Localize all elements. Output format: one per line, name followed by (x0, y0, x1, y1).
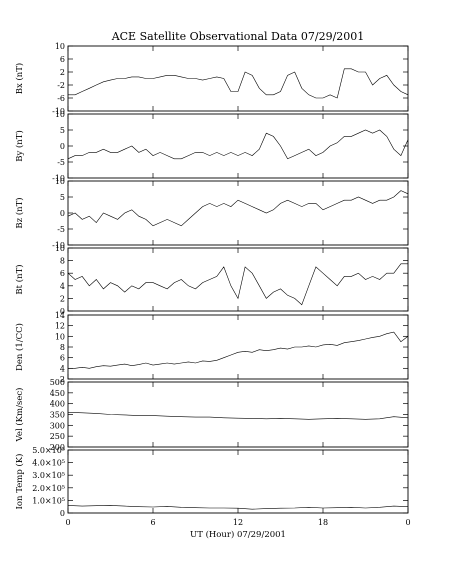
panel-frame-bz (67, 180, 409, 246)
ytick-label-vel: 400 (50, 400, 65, 409)
ylabel-bt: Bt (nT) (14, 264, 25, 294)
ytick-label-by: -5 (57, 158, 65, 167)
ylabel-vel: Vel (Km/sec) (14, 388, 25, 443)
ytick-label-bt: 10 (55, 244, 65, 253)
x-axis-label: UT (Hour) 07/29/2001 (190, 529, 286, 540)
ylabel-bz: Bz (nT) (14, 197, 25, 228)
ytick-label-by: 5 (60, 126, 65, 135)
ytick-label-bz: -10 (52, 241, 65, 250)
ytick-label-den: 8 (60, 343, 65, 352)
series-line-den (68, 331, 409, 369)
series-line-vel (67, 412, 409, 420)
ytick-label-ion-temp: 5.0×10⁵ (32, 446, 65, 455)
ylabel-den: Den (1/CC) (14, 323, 25, 371)
ytick-label-vel: 350 (50, 411, 65, 420)
panel-frame-bt (67, 247, 409, 312)
xtick-label: 0 (405, 518, 410, 527)
ytick-label-vel: 250 (50, 432, 65, 441)
ytick-label-by: 10 (55, 110, 65, 119)
ylabel-bx: Bx (nT) (14, 63, 25, 95)
ytick-label-bt: 4 (60, 282, 65, 291)
ytick-label-bz: 5 (60, 193, 65, 202)
panel-frame-by (67, 113, 409, 179)
ytick-label-bz: -5 (57, 225, 65, 234)
ytick-label-den: 12 (55, 322, 65, 331)
ytick-label-bx: 10 (55, 42, 65, 51)
ytick-label-bt: 6 (60, 269, 65, 278)
xtick-label: 6 (150, 518, 155, 527)
ytick-label-bt: 0 (60, 307, 65, 316)
xtick-label: 0 (65, 518, 70, 527)
ytick-label-by: -10 (52, 174, 65, 183)
ytick-label-vel: 200 (50, 443, 65, 452)
xtick-label: 12 (233, 518, 243, 527)
series-line-ion-temp (67, 505, 409, 510)
ytick-label-vel: 450 (50, 389, 65, 398)
ytick-label-ion-temp: 0 (60, 509, 65, 518)
ytick-label-bz: 0 (60, 209, 65, 218)
chart-title: ACE Satellite Observational Data 07/29/2… (111, 30, 365, 43)
xtick-label: 18 (318, 518, 328, 527)
ylabel-by: By (nT) (14, 130, 25, 162)
ytick-label-by: 0 (60, 142, 65, 151)
ytick-label-vel: 300 (50, 421, 65, 430)
ytick-label-bx: 6 (60, 55, 65, 64)
ytick-label-den: 14 (55, 311, 65, 320)
ytick-label-ion-temp: 2.0×10⁵ (32, 484, 65, 493)
series-line-bt (67, 263, 408, 306)
panel-frame-den (67, 314, 409, 380)
ytick-label-bt: 2 (60, 294, 65, 303)
ytick-label-bx: -2 (57, 81, 65, 90)
ytick-label-bx: -10 (52, 107, 65, 116)
ytick-label-den: 6 (60, 354, 65, 363)
ytick-label-vel: 500 (50, 378, 65, 387)
series-line-bx (68, 68, 409, 99)
series-line-bz (67, 190, 409, 227)
ytick-label-den: 10 (55, 332, 65, 341)
ytick-label-bz: 10 (55, 177, 65, 186)
ytick-label-ion-temp: 1.0×10⁵ (32, 496, 65, 505)
ytick-label-bt: 8 (60, 257, 65, 266)
ytick-label-ion-temp: 3.0×10⁵ (32, 471, 65, 480)
ytick-label-bx: 2 (60, 68, 65, 77)
series-line-by (67, 129, 409, 160)
ytick-label-den: 2 (60, 375, 65, 384)
ytick-label-den: 4 (60, 364, 65, 373)
ytick-label-ion-temp: 4.0×10⁵ (32, 459, 65, 468)
ylabel-ion-temp: Ion Temp (K) (14, 454, 25, 510)
ytick-label-bx: -6 (57, 94, 65, 103)
panel-frame-ion-temp (67, 449, 409, 514)
